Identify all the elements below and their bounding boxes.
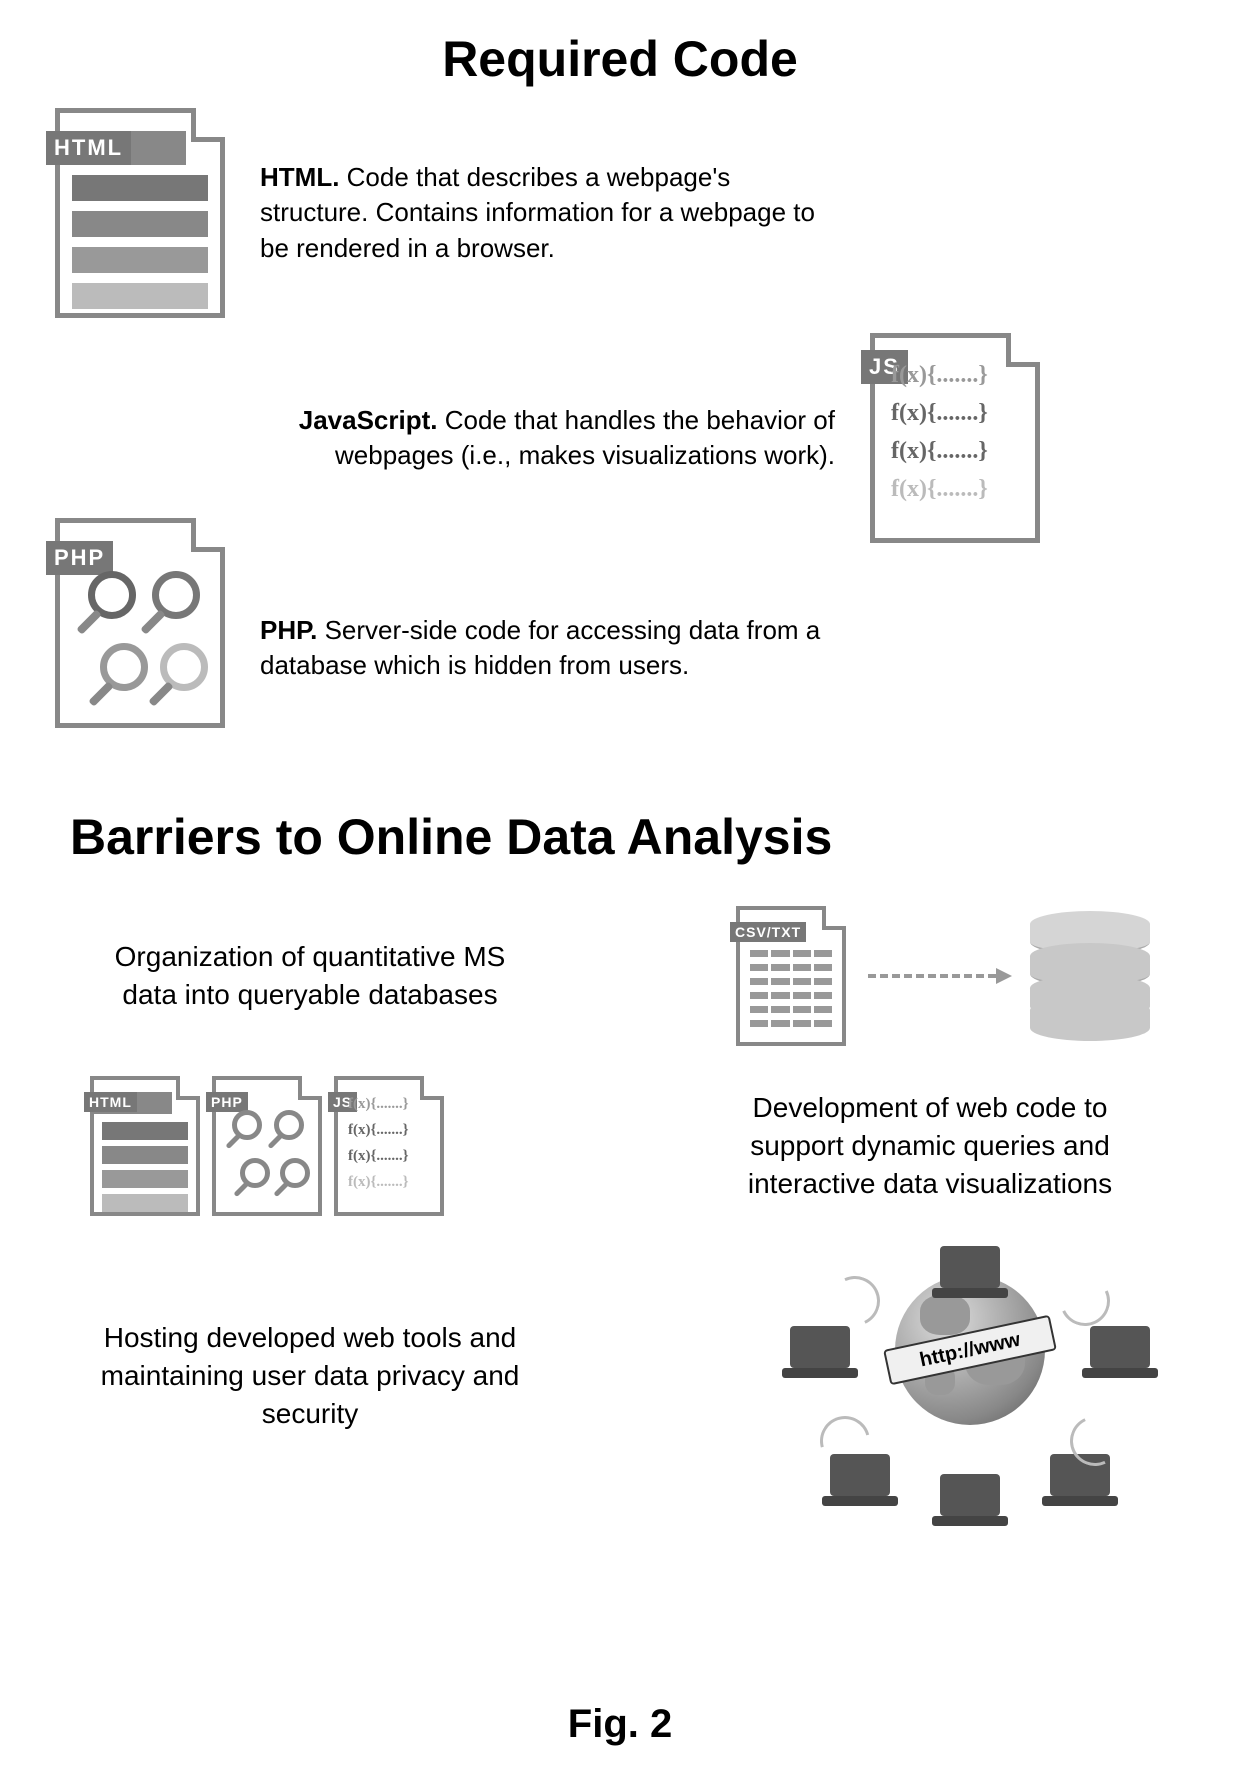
js-small-icon: JS f(x){.......} f(x){.......} f(x){....… xyxy=(334,1076,444,1216)
section2-title: Barriers to Online Data Analysis xyxy=(70,808,1200,866)
figure-label: Fig. 2 xyxy=(0,1702,1240,1747)
html-file-icon: HTML xyxy=(55,108,225,318)
csv-tag: CSV/TXT xyxy=(730,922,806,942)
globe-network-icon: http://www xyxy=(790,1246,1150,1506)
js-desc: JavaScript. Code that handles the behavi… xyxy=(235,403,855,473)
php-tag: PHP xyxy=(46,541,113,575)
php-label: PHP. xyxy=(260,615,317,645)
html-desc: HTML. Code that describes a webpage's st… xyxy=(240,160,860,265)
php-desc: PHP. Server-side code for accessing data… xyxy=(240,613,860,683)
html-text: Code that describes a webpage's structur… xyxy=(260,162,815,262)
html-tag: HTML xyxy=(46,131,131,165)
barrier2-text: Development of web code to support dynam… xyxy=(710,1089,1150,1202)
laptop-icon xyxy=(940,1246,1000,1288)
barrier1-text: Organization of quantitative MS data int… xyxy=(90,938,530,1014)
laptop-icon xyxy=(790,1326,850,1368)
html-label: HTML. xyxy=(260,162,339,192)
barrier1-icons: CSV/TXT xyxy=(736,906,1150,1046)
barrier2-icons: HTML PHP JS f(x){.......} f(x){.......} … xyxy=(90,1076,444,1216)
js-label: JavaScript. xyxy=(299,405,438,435)
js-file-icon: JS f(x){.......} f(x){.......} f(x){....… xyxy=(870,333,1040,543)
laptop-icon xyxy=(940,1474,1000,1516)
csv-file-icon: CSV/TXT xyxy=(736,906,846,1046)
barrier-row-1: Organization of quantitative MS data int… xyxy=(90,906,1150,1046)
barrier-row-2: HTML PHP JS f(x){.......} f(x){.......} … xyxy=(90,1076,1150,1216)
row-php: PHP PHP. Server-side code for accessing … xyxy=(40,518,1200,728)
database-icon xyxy=(1030,911,1150,1041)
barrier3-text: Hosting developed web tools and maintain… xyxy=(90,1319,530,1432)
row-js: JS f(x){.......} f(x){.......} f(x){....… xyxy=(40,333,1200,543)
php-small-icon: PHP xyxy=(212,1076,322,1216)
row-html: HTML HTML. Code that describes a webpage… xyxy=(40,108,1200,318)
html-small-icon: HTML xyxy=(90,1076,200,1216)
php-text: Server-side code for accessing data from… xyxy=(260,615,820,680)
laptop-icon xyxy=(1090,1326,1150,1368)
barrier-row-3: Hosting developed web tools and maintain… xyxy=(90,1246,1150,1506)
arrow-icon xyxy=(868,974,1008,978)
section1-title: Required Code xyxy=(40,30,1200,88)
php-file-icon: PHP xyxy=(55,518,225,728)
